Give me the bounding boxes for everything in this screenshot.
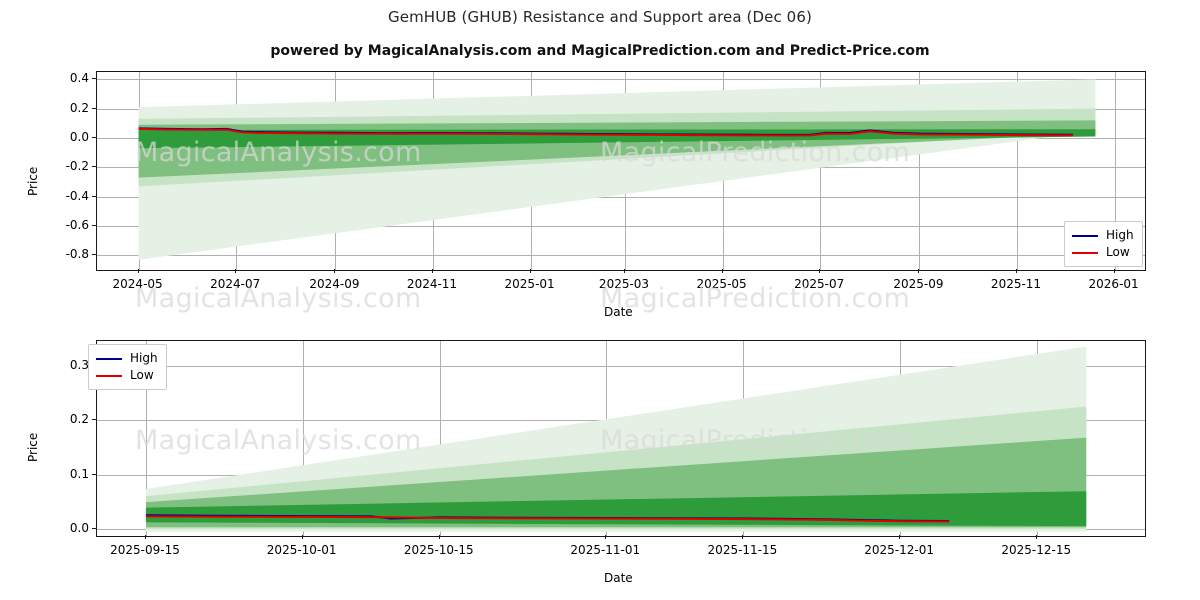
ytick-mark — [92, 419, 96, 421]
xtick-mark — [1016, 269, 1017, 273]
legend-swatch-high — [1072, 234, 1098, 237]
chart-top-xlabel: Date — [604, 305, 633, 319]
ytick-mark — [92, 254, 96, 256]
ytick-label: 0.3 — [69, 357, 89, 372]
gridline-vertical — [1114, 72, 1116, 270]
xtick-mark — [438, 535, 440, 539]
xtick-mark — [742, 535, 744, 539]
xtick-mark — [137, 269, 139, 273]
xtick-mark — [235, 269, 237, 273]
ytick-mark — [92, 107, 96, 109]
legend-entry-low: Low — [1072, 244, 1134, 261]
legend-entry-high: High — [1072, 227, 1134, 244]
legend-swatch-high — [96, 357, 122, 360]
chart-bottom-ylabel: Price — [26, 432, 40, 462]
series-line-low — [138, 127, 1074, 137]
gridline-horizontal — [97, 196, 1145, 198]
xtick-label: 2025-12-15 — [1001, 543, 1072, 557]
gridline-vertical — [919, 72, 921, 270]
legend-label-high: High — [1106, 228, 1134, 242]
ytick-label: 0.4 — [69, 71, 89, 86]
gridline-vertical — [820, 72, 822, 270]
ytick-label: -0.6 — [65, 218, 89, 232]
ytick-label: 0.1 — [69, 466, 89, 481]
chart-bottom-axes — [96, 340, 1146, 537]
gridline-horizontal — [97, 255, 1145, 257]
xtick-mark — [529, 269, 531, 273]
xtick-label: 2026-01 — [1088, 277, 1139, 291]
legend-label-high: High — [130, 351, 158, 365]
gridline-vertical — [1017, 72, 1018, 270]
ytick-mark — [92, 195, 96, 197]
ytick-mark — [92, 78, 96, 80]
xtick-label: 2025-11-15 — [707, 543, 778, 557]
xtick-label: 2025-10-01 — [266, 543, 337, 557]
xtick-mark — [334, 269, 336, 273]
xtick-mark — [918, 269, 920, 273]
watermark-text: MagicalAnalysis.com — [135, 283, 422, 314]
xtick-label: 2025-01 — [504, 277, 555, 291]
xtick-mark — [144, 535, 146, 539]
gridline-horizontal — [97, 226, 1145, 227]
ytick-label: 0.2 — [69, 412, 89, 427]
xtick-label: 2025-09-15 — [110, 543, 180, 557]
chart-bottom-xlabel: Date — [604, 571, 633, 585]
xtick-mark — [1113, 269, 1115, 273]
xtick-label: 2024-07 — [210, 277, 261, 291]
gridline-vertical — [302, 341, 304, 536]
xtick-label: 2024-09 — [309, 277, 360, 291]
xtick-label: 2025-07 — [794, 277, 845, 291]
gridline-horizontal — [97, 365, 1145, 367]
ytick-label: -0.4 — [65, 188, 89, 203]
gridline-vertical — [439, 341, 441, 536]
chart-top-ylabel: Price — [26, 166, 40, 196]
chart-bottom-plot-area — [97, 341, 1145, 536]
xtick-label: 2025-10-15 — [403, 543, 474, 557]
xtick-label: 2024-05 — [112, 277, 163, 291]
xtick-mark — [1036, 535, 1038, 539]
legend-swatch-low — [96, 374, 122, 377]
chart-canvas — [145, 346, 1087, 532]
ytick-mark — [92, 528, 96, 530]
ytick-mark — [92, 137, 96, 138]
legend-label-low: Low — [1106, 245, 1130, 259]
page-subtitle: powered by MagicalAnalysis.com and Magic… — [270, 43, 930, 59]
xtick-label: 2025-12-01 — [864, 543, 934, 557]
xtick-mark — [819, 269, 821, 273]
ytick-mark — [92, 166, 96, 168]
chart-bottom-legend[interactable]: High Low — [88, 344, 167, 390]
chart-top-axes — [96, 71, 1146, 271]
xtick-label: 2025-03 — [598, 277, 650, 291]
xtick-mark — [605, 535, 607, 539]
xtick-label: 2025-11 — [990, 277, 1042, 291]
ytick-label: 0.0 — [69, 521, 89, 536]
gridline-vertical — [145, 341, 147, 536]
xtick-label: 2025-05 — [696, 277, 747, 291]
ytick-label: -0.8 — [65, 247, 89, 262]
page-title: GemHUB (GHUB) Resistance and Support are… — [388, 8, 812, 26]
chart-canvas — [138, 79, 1096, 260]
ytick-mark — [92, 473, 96, 475]
ytick-label: -0.2 — [65, 159, 89, 174]
gridline-horizontal — [97, 79, 1145, 81]
xtick-mark — [721, 269, 723, 273]
xtick-label: 2025-11-01 — [570, 543, 641, 557]
xtick-label: 2025-09 — [893, 277, 944, 291]
xtick-mark — [301, 535, 303, 539]
legend-entry-low: Low — [96, 367, 158, 384]
xtick-mark — [624, 269, 625, 273]
chart-top-legend[interactable]: High Low — [1064, 221, 1143, 267]
xtick-mark — [899, 535, 901, 539]
ytick-mark — [92, 225, 96, 226]
xtick-label: 2024-11 — [406, 277, 458, 291]
legend-entry-high: High — [96, 350, 158, 367]
legend-swatch-low — [1072, 251, 1098, 254]
ytick-label: 0.0 — [69, 130, 89, 144]
series-line-low — [145, 515, 950, 523]
xtick-mark — [432, 269, 433, 273]
chart-top-plot-area — [97, 72, 1145, 270]
ytick-label: 0.2 — [69, 100, 89, 115]
legend-label-low: Low — [130, 368, 154, 382]
